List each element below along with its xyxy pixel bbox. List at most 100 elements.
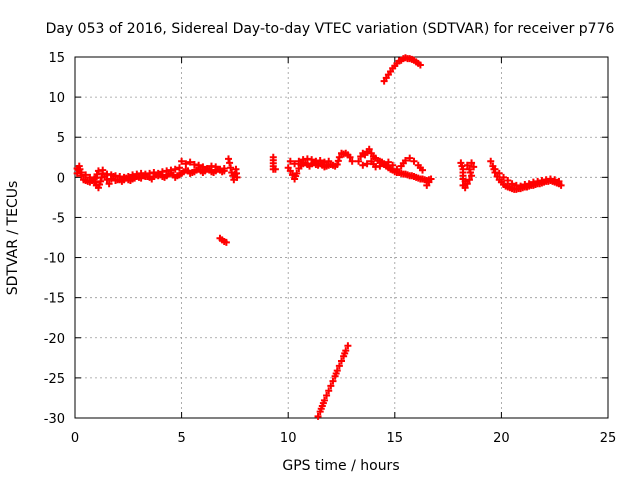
- data-point: [99, 166, 107, 174]
- data-point: [182, 160, 190, 168]
- y-axis-label: SDTVAR / TECUs: [5, 181, 21, 296]
- data-point: [333, 160, 341, 168]
- x-tick-label: 5: [177, 431, 185, 446]
- y-tick-label: 5: [57, 131, 65, 146]
- data-point: [463, 180, 471, 188]
- data-point: [348, 157, 356, 165]
- x-tick-label: 10: [280, 431, 297, 446]
- data-point: [468, 159, 476, 167]
- x-axis-label: GPS time / hours: [282, 458, 399, 474]
- data-point: [389, 161, 397, 169]
- x-tick-label: 15: [387, 431, 404, 446]
- data-point: [308, 156, 316, 164]
- data-point: [327, 382, 335, 390]
- data-point: [363, 160, 371, 168]
- data-point: [416, 61, 424, 69]
- data-point: [212, 163, 220, 171]
- data-point: [178, 157, 186, 165]
- data-point: [227, 164, 235, 172]
- y-tick-label: 10: [48, 91, 65, 106]
- data-point: [557, 181, 565, 189]
- y-tick-label: -25: [44, 372, 65, 387]
- x-tick-label: 20: [493, 431, 510, 446]
- data-point: [325, 387, 333, 395]
- data-point: [82, 171, 90, 179]
- y-tick-label: -10: [44, 252, 65, 267]
- data-point: [314, 412, 322, 420]
- data-point: [376, 162, 384, 170]
- data-point: [203, 165, 211, 173]
- data-point: [220, 165, 228, 173]
- axis-ticks: [74, 56, 609, 419]
- x-tick-label: 25: [600, 431, 617, 446]
- data-point: [406, 154, 414, 162]
- data-point: [225, 155, 233, 163]
- data-point: [335, 153, 343, 161]
- data-point: [487, 157, 495, 165]
- data-point: [335, 362, 343, 370]
- data-point: [105, 180, 113, 188]
- data-point: [344, 342, 352, 350]
- data-point: [401, 156, 409, 164]
- data-point: [346, 153, 354, 161]
- data-point: [359, 161, 367, 169]
- data-point: [365, 145, 373, 153]
- data-point: [491, 165, 499, 173]
- chart-title: Day 053 of 2016, Sidereal Day-to-day VTE…: [46, 21, 615, 37]
- plot-frame: [74, 56, 609, 419]
- data-point: [171, 165, 179, 173]
- data-point: [222, 238, 230, 246]
- data-point: [338, 357, 345, 365]
- data-point: [393, 165, 401, 173]
- data-point: [465, 165, 473, 173]
- y-tick-labels: -30 -25 -20 -15 -10 -5 0 5 10 15: [44, 51, 65, 427]
- data-point: [425, 178, 433, 186]
- data-point: [226, 159, 234, 167]
- data-point: [495, 169, 503, 177]
- data-point: [233, 173, 241, 181]
- data-point: [195, 161, 203, 169]
- data-point: [508, 180, 516, 188]
- data-point: [97, 177, 105, 185]
- data-point: [333, 367, 341, 375]
- data-point: [380, 160, 388, 168]
- data-point: [329, 377, 337, 385]
- data-point: [320, 396, 328, 404]
- data-point: [154, 169, 162, 177]
- y-tick-label: -5: [52, 211, 65, 226]
- data-point: [73, 165, 81, 173]
- data-point: [555, 177, 563, 185]
- data-point: [463, 161, 471, 169]
- y-tick-label: 15: [48, 51, 65, 66]
- data-point: [286, 157, 294, 165]
- x-tick-labels: 0 5 10 15 20 25: [71, 431, 616, 446]
- grid-lines: [75, 57, 608, 418]
- data-point: [525, 180, 533, 188]
- data-point: [291, 160, 299, 168]
- data-point: [293, 169, 301, 177]
- y-tick-label: -20: [44, 332, 65, 347]
- data-point: [199, 163, 207, 171]
- data-point: [517, 182, 525, 190]
- data-point: [355, 157, 363, 165]
- data-point: [410, 157, 418, 165]
- y-tick-label: -15: [44, 292, 65, 307]
- data-point: [342, 347, 350, 355]
- y-tick-label: 0: [57, 171, 65, 186]
- data-point: [334, 157, 342, 165]
- data-point: [175, 164, 183, 172]
- data-point: [465, 176, 473, 184]
- data-point: [470, 163, 478, 171]
- data-point: [325, 157, 333, 165]
- data-point: [186, 158, 194, 166]
- data-point: [461, 184, 469, 192]
- data-points: [73, 54, 565, 420]
- data-point: [419, 166, 427, 174]
- data-point: [384, 158, 392, 166]
- y-tick-label: -30: [44, 412, 65, 427]
- data-point: [124, 173, 132, 181]
- data-point: [77, 169, 85, 177]
- data-point: [551, 176, 559, 184]
- data-point: [500, 173, 508, 181]
